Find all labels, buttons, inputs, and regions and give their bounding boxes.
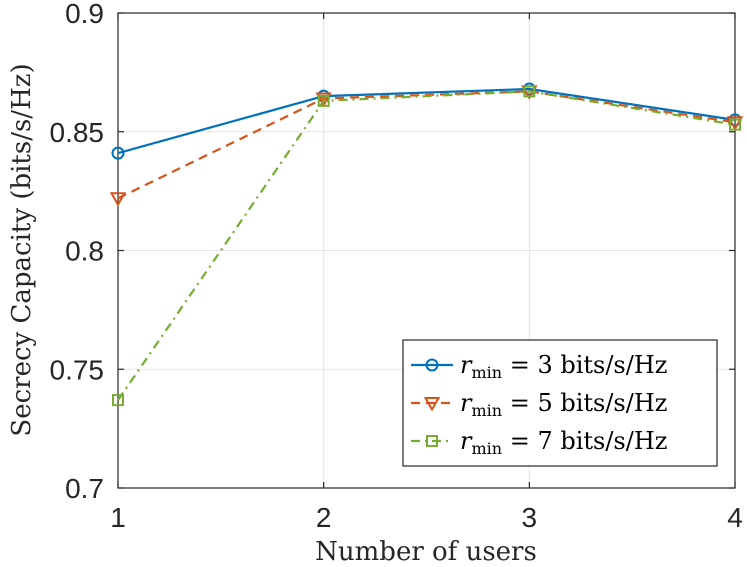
y-tick-label: 0.8	[65, 236, 104, 267]
axis-ticks: 1 2 3 4 0.7 0.75 0.8 0.85 0.9	[50, 0, 743, 533]
data-point	[523, 85, 536, 98]
legend-marker	[426, 435, 438, 447]
legend-entry-3: rmin = 7 bits/s/Hz	[411, 427, 667, 458]
y-tick-label: 0.75	[50, 354, 105, 385]
data-point	[109, 192, 127, 207]
x-tick-label: 2	[316, 502, 332, 533]
legend-label: rmin = 3 bits/s/Hz	[460, 351, 667, 382]
data-point	[315, 92, 332, 108]
legend-label: rmin = 5 bits/s/Hz	[460, 389, 667, 420]
series-line	[117, 87, 736, 155]
legend-marker	[425, 358, 439, 372]
legend-box	[402, 339, 718, 467]
data-point	[112, 394, 124, 407]
x-tick-label: 3	[522, 502, 538, 533]
x-tick-label: 1	[110, 502, 126, 533]
data-point	[111, 146, 125, 160]
series-line	[117, 90, 736, 200]
data-point	[729, 118, 741, 131]
legend: rmin = 3 bits/s/Hz rmin = 5 bits/s/Hz rmin…	[402, 339, 718, 467]
legend-marker	[423, 397, 441, 412]
y-tick-label: 0.7	[65, 473, 104, 504]
data-series	[109, 82, 744, 407]
series-3	[112, 85, 741, 407]
data-point	[317, 94, 330, 107]
y-tick-label: 0.85	[50, 117, 105, 148]
y-tick-label: 0.9	[65, 0, 104, 29]
y-axis-label: Secrecy Capacity (bits/s/Hz)	[7, 63, 37, 436]
legend-entry-1: rmin = 3 bits/s/Hz	[411, 351, 667, 382]
series-2	[109, 85, 744, 207]
x-axis-label: Number of users	[315, 537, 537, 567]
series-line	[117, 90, 736, 401]
x-tick-label: 4	[727, 502, 743, 533]
data-point	[726, 116, 744, 131]
legend-label: rmin = 7 bits/s/Hz	[460, 427, 667, 458]
legend-entry-2: rmin = 5 bits/s/Hz	[411, 389, 667, 420]
